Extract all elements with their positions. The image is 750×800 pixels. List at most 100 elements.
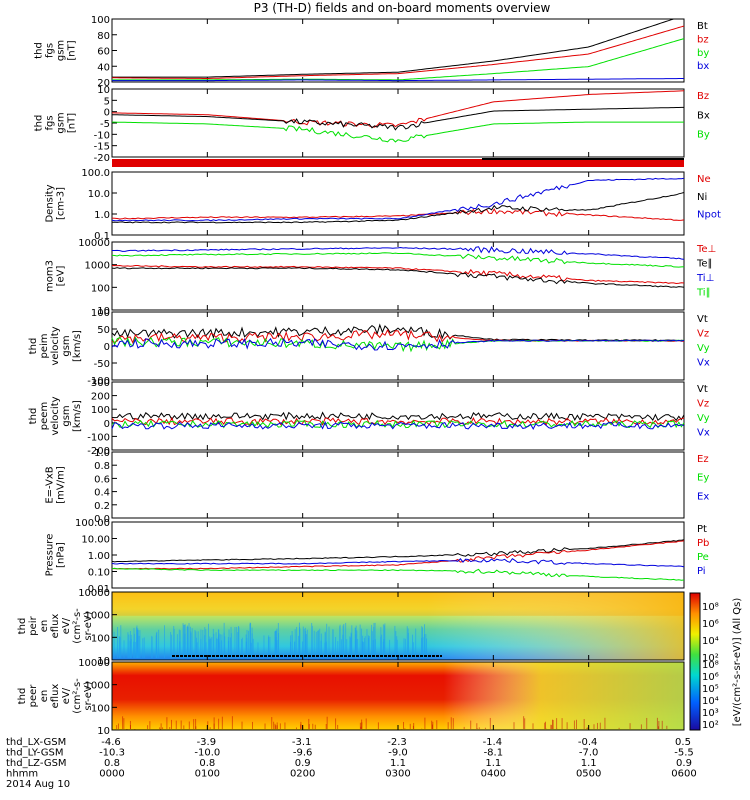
series-temperature-Ti∥ <box>111 252 685 268</box>
y-tick-label: -100 <box>87 376 110 387</box>
series-fgs-mag-bx <box>112 78 684 82</box>
legend-Vy: Vy <box>697 413 710 424</box>
x-tick-label: -3.9 <box>197 737 217 748</box>
series-pressure-Pb <box>112 540 685 570</box>
x-row-label: thd_LX-GSM <box>6 737 66 748</box>
y-tick-label: 0.0 <box>94 514 110 525</box>
y-axis-label: en <box>39 690 50 703</box>
x-tick-label: 0200 <box>290 769 315 780</box>
y-axis-label: [nT] <box>67 40 78 60</box>
y-tick-label: 0.2 <box>94 501 110 512</box>
panel-frame <box>111 381 685 451</box>
y-axis-label: gsm <box>61 335 72 356</box>
y-axis-label: [nPa] <box>56 542 67 568</box>
series-temperature-Ti⊥ <box>112 246 685 260</box>
legend-Pb: Pb <box>697 538 709 549</box>
x-tick-label: -10.0 <box>194 748 220 759</box>
x-tick-label: -8.1 <box>484 748 504 759</box>
y-tick-label: 1.0 <box>94 210 110 221</box>
y-tick-label: -5 <box>100 119 110 130</box>
series-peem-velocity-Vy <box>111 419 685 429</box>
y-tick-label: 100.00 <box>75 518 110 529</box>
series-peim-velocity-Vx <box>111 337 685 351</box>
colorbar-tick: 10⁶ <box>702 619 719 630</box>
y-axis-label: gsm <box>61 405 72 426</box>
x-axis-labels: thd_LX-GSMthd_LY-GSMthd_LZ-GSMhhmm-4.6-1… <box>6 737 697 780</box>
y-tick-label: 80 <box>97 31 110 42</box>
legend-Ey: Ey <box>697 473 709 484</box>
series-peim-velocity-Vt <box>111 323 685 342</box>
colorbar-tick: 10⁴ <box>702 696 719 707</box>
x-tick-label: -2.3 <box>387 737 407 748</box>
legend-Ti∥: Ti∥ <box>696 287 711 298</box>
plot-title: P3 (TH-D) fields and on-board moments ov… <box>254 1 551 15</box>
spectrogram-peer-overlay <box>112 662 684 730</box>
panel-density: 100.0 10.0 1.0 0.1 Density [cm-3] Ne Ni Npot <box>45 168 721 242</box>
legend-Te∥: Te∥ <box>696 258 713 269</box>
y-axis-label: gsm <box>56 40 67 61</box>
x-tick-label: 0000 <box>99 769 124 780</box>
y-axis-label: sr-eV) <box>83 681 94 710</box>
legend-Ne: Ne <box>697 174 711 185</box>
y-tick-label: 60 <box>97 47 110 58</box>
y-axis-label: mom3 <box>45 260 56 292</box>
legend-Te⊥: Te⊥ <box>696 244 716 255</box>
y-tick-label: 1000 <box>85 261 110 272</box>
y-axis-label: peim <box>39 333 50 358</box>
x-tick-label: -9.6 <box>293 748 313 759</box>
colorbar-tick: 10³ <box>702 708 719 719</box>
y-tick-label: 300 <box>91 378 110 389</box>
y-tick-label: 10000 <box>78 588 110 599</box>
y-tick-label: -200 <box>87 446 110 457</box>
legend-bz: bz <box>697 34 709 45</box>
series-density-Ni <box>111 192 685 224</box>
x-tick-label: -7.0 <box>579 748 599 759</box>
y-tick-label: 0.10 <box>88 568 110 579</box>
panel-fgs-mag: 100 80 60 40 20 thd fgs gsm [nT] Bt bz by bx <box>34 15 710 89</box>
legend-Ez: Ez <box>697 454 709 465</box>
y-axis-label: eV/ <box>61 687 72 704</box>
y-axis-label: thd <box>17 688 28 705</box>
y-axis-label: E=-VxB <box>45 466 56 503</box>
y-tick-label: 0 <box>104 342 110 353</box>
y-axis-label: velocity <box>50 326 61 365</box>
x-tick-label: -9.0 <box>388 748 408 759</box>
x-tick-label: 1.1 <box>390 758 406 769</box>
x-tick-label: -5.5 <box>674 748 694 759</box>
date-label: 2014 Aug 10 <box>6 779 70 790</box>
y-tick-label: 100 <box>91 633 110 644</box>
y-axis-label: thd <box>34 42 45 59</box>
panel-frame <box>111 88 685 158</box>
y-tick-label: 10.00 <box>81 535 110 546</box>
y-tick-label: 200 <box>91 392 110 403</box>
series-pressure-Pi <box>111 558 685 568</box>
y-axis-label: thd <box>28 338 39 355</box>
y-axis-label: [km/s] <box>72 330 83 362</box>
colorbar-tick: 10² <box>702 653 719 664</box>
colorbar-tick: 10⁴ <box>702 636 719 647</box>
y-tick-label: 0.4 <box>94 488 110 499</box>
x-tick-label: 1.1 <box>581 758 597 769</box>
legend-Bz: Bz <box>697 91 709 102</box>
y-tick-label: 100 <box>91 405 110 416</box>
y-axis-label: (cm²-s- <box>72 678 83 714</box>
legend-by: by <box>697 48 709 59</box>
y-tick-label: 1000 <box>85 681 110 692</box>
series-peem-velocity-Vt <box>111 411 685 422</box>
panel-pressure: 100.00 10.00 1.00 0.10 0.01 Pressure [nPa] Pt Pb… <box>45 518 710 595</box>
y-tick-label: 10 <box>97 85 110 96</box>
y-axis-label: velocity <box>50 396 61 435</box>
series-pressure-Pe <box>111 567 685 581</box>
y-axis-label: [cm-3] <box>56 187 67 220</box>
y-axis-label: peem <box>39 402 50 430</box>
y-axis-label: eflux <box>50 684 61 709</box>
y-tick-label: -15 <box>94 142 110 153</box>
legend-By: By <box>697 130 710 141</box>
legend-Vx: Vx <box>697 427 710 438</box>
legend-Vt: Vt <box>697 314 708 325</box>
panel-peem-velocity: 300 200 100 0 -100 -200 thd peem velocity gsm [km/… <box>28 378 710 457</box>
legend-Vt: Vt <box>697 384 708 395</box>
